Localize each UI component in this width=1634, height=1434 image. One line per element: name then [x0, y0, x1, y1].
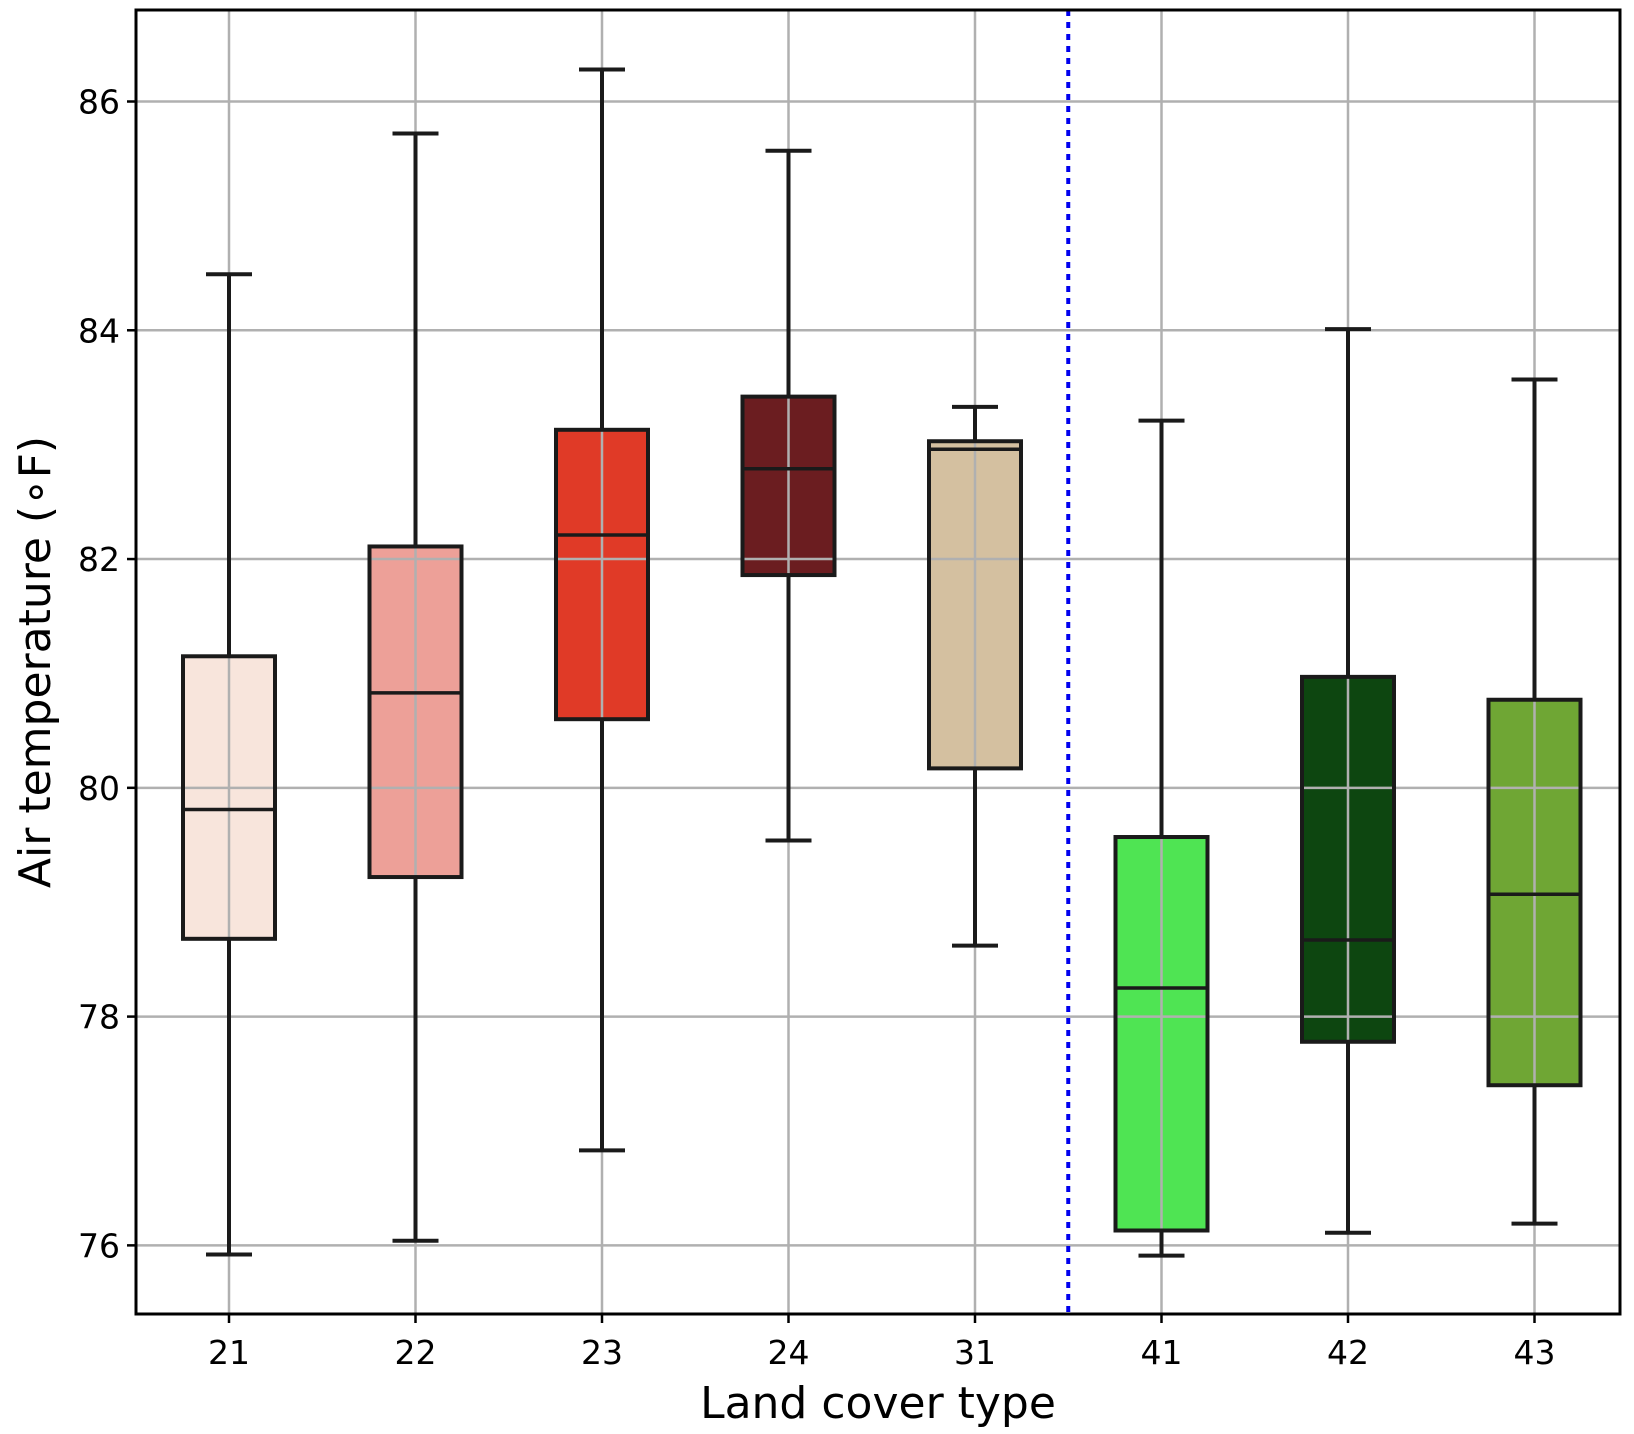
- y-tick-label: 86: [78, 83, 120, 122]
- x-tick-label: 42: [1327, 1333, 1369, 1372]
- box-group: [554, 67, 650, 1153]
- box-outline: [1113, 835, 1210, 1233]
- x-tick-label: 43: [1514, 1333, 1556, 1372]
- box-group: [367, 131, 464, 1243]
- x-tick-label: 41: [1141, 1333, 1183, 1372]
- x-axis-title: Land cover type: [700, 1378, 1056, 1429]
- y-tick-label: 78: [78, 998, 120, 1037]
- x-tick-label: 21: [208, 1333, 250, 1372]
- box-group: [1300, 327, 1396, 1235]
- y-axis-title: Air temperature (∘F): [10, 436, 61, 888]
- box-group: [1113, 418, 1210, 1258]
- box-outline: [554, 427, 650, 722]
- box-group: [740, 148, 837, 843]
- box-outline: [181, 654, 277, 941]
- box-outline: [367, 544, 464, 880]
- x-tick-label: 24: [768, 1333, 810, 1372]
- box-group: [1486, 377, 1583, 1226]
- y-tick-label: 82: [78, 540, 120, 579]
- box-outline: [740, 394, 837, 578]
- y-tick-label: 84: [78, 311, 120, 350]
- x-tick-label: 31: [954, 1333, 996, 1372]
- y-tick-label: 80: [78, 769, 120, 808]
- box-group: [927, 404, 1023, 948]
- axis-ticks: 21 22 23 24 31 41 42 43 76 78 80 82 84 86: [78, 83, 1556, 1372]
- box-group: [181, 272, 277, 1257]
- box-outline: [1300, 674, 1396, 1044]
- box-outline: [927, 439, 1023, 771]
- boxes: [181, 67, 1583, 1258]
- x-tick-label: 23: [581, 1333, 623, 1372]
- x-tick-label: 22: [395, 1333, 437, 1372]
- y-tick-label: 76: [78, 1226, 120, 1265]
- plot-frame: [134, 8, 1622, 1316]
